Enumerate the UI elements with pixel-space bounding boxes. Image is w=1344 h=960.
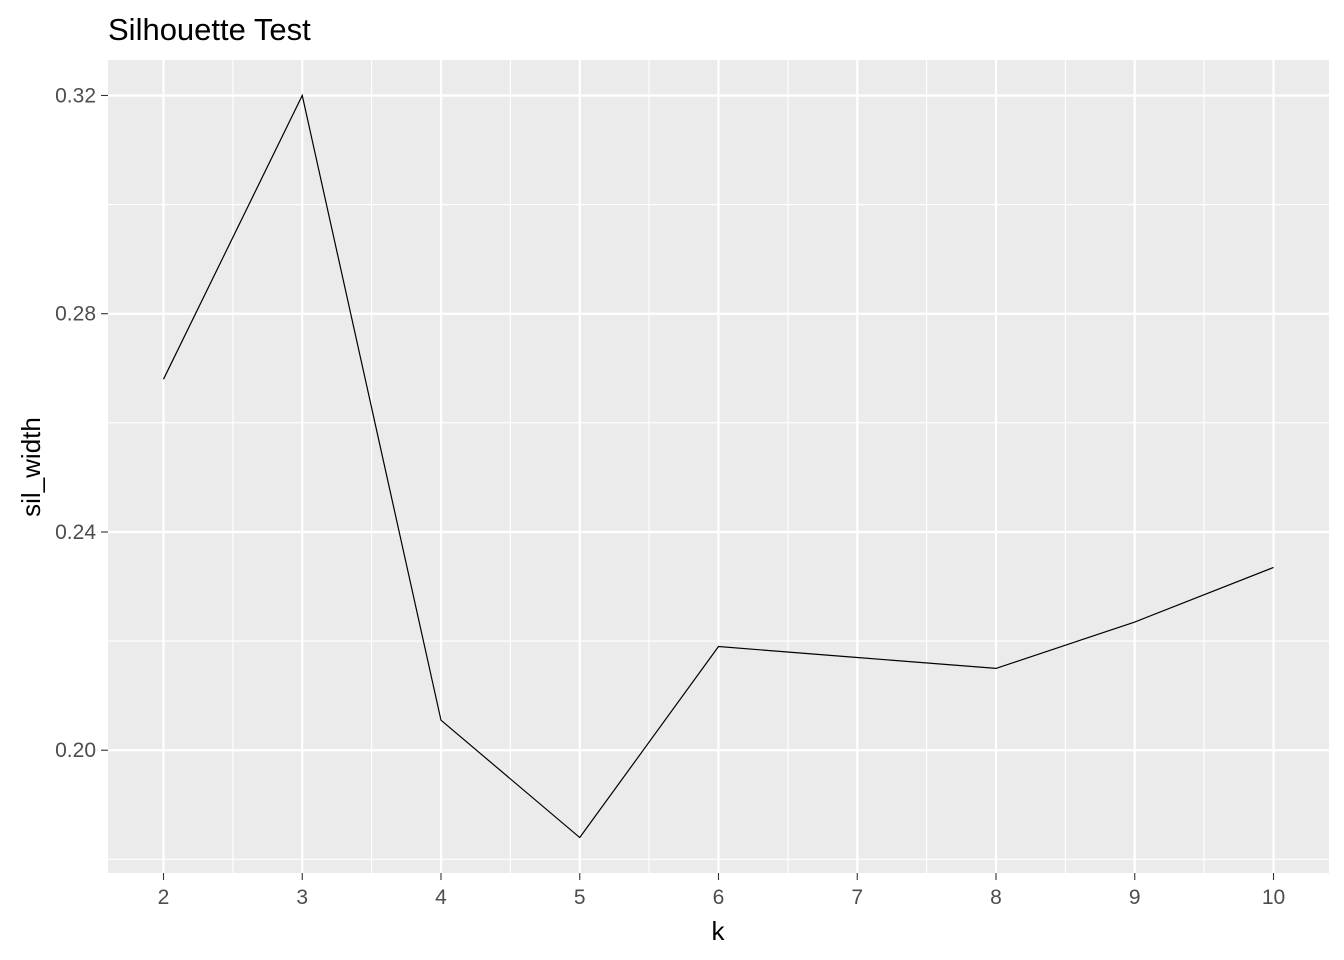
x-tick-label: 4 xyxy=(435,886,447,909)
x-tick-label: 6 xyxy=(713,886,725,909)
y-tick-label: 0.28 xyxy=(55,303,96,326)
x-tick-label: 2 xyxy=(158,886,170,909)
y-tick-label: 0.20 xyxy=(55,739,96,762)
series-line xyxy=(162,93,1274,839)
x-tick-label: 10 xyxy=(1262,886,1285,909)
y-tick-label: 0.32 xyxy=(55,84,96,107)
x-tick-label: 7 xyxy=(851,886,863,909)
x-tick-label: 3 xyxy=(296,886,308,909)
y-axis: 0.20 0.24 0.28 0.32 xyxy=(55,84,108,762)
chart-title: Silhouette Test xyxy=(108,12,311,47)
x-axis-title: k xyxy=(712,916,726,946)
major-grid xyxy=(108,60,1329,873)
x-tick-label: 8 xyxy=(990,886,1002,909)
y-axis-title: sil_width xyxy=(16,417,46,517)
series-layer xyxy=(162,93,1274,839)
x-axis: 2 3 4 5 6 7 8 9 10 xyxy=(158,873,1285,909)
x-tick-label: 5 xyxy=(574,886,586,909)
x-tick-label: 9 xyxy=(1129,886,1141,909)
y-tick-label: 0.24 xyxy=(55,521,96,544)
